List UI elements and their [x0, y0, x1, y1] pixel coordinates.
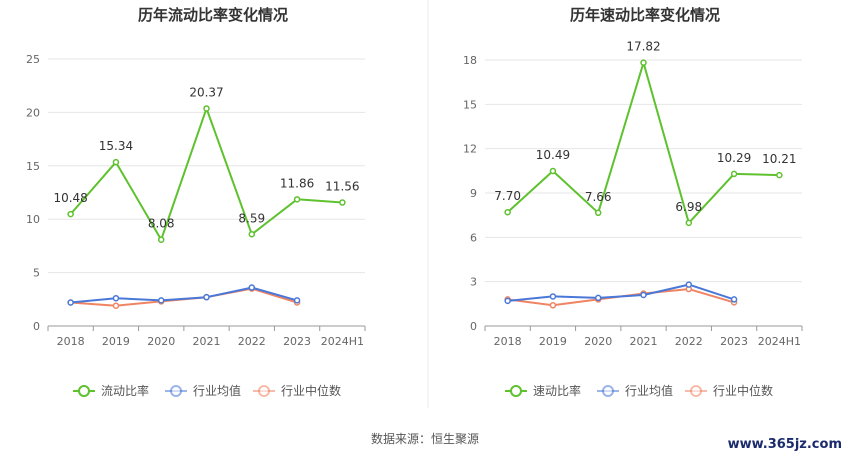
x-tick-label: 2020 — [584, 335, 612, 348]
x-tick-label: 2018 — [57, 335, 85, 348]
data-point — [504, 297, 511, 305]
y-tick-label: 10 — [26, 213, 40, 226]
data-point — [549, 302, 557, 309]
data-point — [112, 302, 120, 309]
data-point — [112, 294, 120, 302]
data-label: 10.49 — [536, 148, 570, 162]
legend-label: 行业中位数 — [713, 383, 773, 398]
watermark: www.365jz.com — [728, 437, 842, 452]
x-tick-label: 2020 — [147, 335, 175, 348]
data-point — [339, 199, 346, 206]
series-line-1 — [70, 286, 298, 304]
legend-label: 速动比率 — [533, 383, 581, 398]
data-point — [157, 297, 165, 304]
data-point — [594, 294, 602, 302]
y-tick-label: 0 — [33, 320, 40, 333]
series-line-0 — [506, 61, 780, 224]
x-tick-label: 2019 — [102, 335, 130, 348]
data-point — [549, 167, 557, 175]
data-point — [640, 291, 647, 299]
y-tick-label: 25 — [26, 53, 40, 66]
x-tick-label: 2023 — [720, 335, 748, 348]
y-tick-label: 3 — [470, 276, 477, 289]
series-line-1 — [507, 283, 735, 302]
data-point — [730, 296, 738, 303]
data-point — [157, 236, 165, 243]
legend-marker — [690, 385, 702, 397]
data-label: 8.59 — [238, 211, 265, 225]
data-label: 11.56 — [325, 180, 359, 194]
legend-item: 行业均值 — [597, 383, 673, 398]
x-tick-label: 2022 — [675, 335, 703, 348]
legend-item: 行业中位数 — [685, 383, 773, 398]
data-point — [640, 59, 647, 66]
x-tick-label: 2018 — [494, 335, 522, 348]
y-tick-label: 15 — [26, 160, 40, 173]
legend-item: 行业中位数 — [253, 383, 341, 398]
data-label: 20.37 — [189, 85, 223, 99]
y-tick-label: 20 — [26, 106, 40, 119]
data-point — [730, 170, 738, 178]
data-label: 7.70 — [494, 189, 521, 203]
data-point — [685, 219, 693, 227]
quick-ratio-chart: 历年速动比率变化情况 0 3 6 9 12 15 18 2018 2019 2020 2021 2022… — [463, 6, 803, 398]
data-point — [67, 210, 74, 218]
x-tick-label: 2023 — [283, 335, 311, 348]
legend-marker — [258, 385, 270, 397]
y-tick-label: 9 — [470, 187, 477, 200]
data-label: 7.66 — [585, 190, 612, 204]
data-point — [248, 231, 256, 238]
data-point — [248, 284, 256, 291]
data-label: 6.98 — [675, 200, 702, 214]
current-ratio-chart: 历年流动比率变化情况 0 5 10 15 20 25 2018 2019 2020 2021 2022… — [26, 6, 366, 398]
x-tick-label: 2024H1 — [758, 335, 801, 348]
x-tick-label: 2022 — [238, 335, 266, 348]
data-point — [293, 297, 301, 304]
legend-marker — [78, 385, 90, 397]
y-tick-label: 18 — [463, 54, 477, 67]
data-label: 8.08 — [148, 217, 175, 231]
data-label: 17.82 — [626, 40, 660, 54]
data-point — [549, 293, 557, 300]
data-point — [504, 208, 511, 216]
y-tick-label: 6 — [470, 231, 477, 244]
data-point — [203, 293, 210, 301]
legend-label: 流动比率 — [101, 383, 149, 398]
chart-title: 历年速动比率变化情况 — [570, 6, 720, 24]
x-tick-label: 2021 — [630, 335, 658, 348]
data-source: 数据来源：恒生聚源 — [371, 431, 479, 446]
x-tick-label: 2019 — [539, 335, 567, 348]
y-tick-label: 15 — [463, 98, 477, 111]
data-point — [594, 209, 602, 217]
data-point — [685, 281, 693, 288]
series-line-0 — [69, 107, 343, 241]
legend-marker — [602, 385, 614, 397]
data-label: 11.86 — [280, 176, 314, 190]
data-label: 10.21 — [762, 152, 796, 166]
x-tick-label: 2021 — [193, 335, 221, 348]
data-label: 10.29 — [717, 151, 751, 165]
legend-item: 速动比率 — [505, 383, 581, 398]
legend-label: 行业均值 — [193, 383, 241, 398]
chart-title: 历年流动比率变化情况 — [138, 6, 288, 24]
data-point — [203, 105, 210, 112]
y-tick-label: 12 — [463, 143, 477, 156]
y-tick-label: 5 — [33, 267, 40, 280]
data-label: 15.34 — [99, 139, 133, 153]
legend-item: 流动比率 — [73, 383, 149, 398]
data-point — [293, 196, 301, 203]
data-point — [776, 171, 783, 179]
x-tick-label: 2024H1 — [321, 335, 364, 348]
legend-item: 行业均值 — [165, 383, 241, 398]
data-point — [112, 158, 120, 166]
legend-marker — [170, 385, 182, 397]
legend-marker — [510, 385, 522, 397]
legend-label: 行业均值 — [625, 383, 673, 398]
data-label: 10.48 — [53, 191, 87, 205]
data-point — [67, 299, 74, 306]
y-tick-label: 0 — [470, 320, 477, 333]
legend-label: 行业中位数 — [281, 383, 341, 398]
